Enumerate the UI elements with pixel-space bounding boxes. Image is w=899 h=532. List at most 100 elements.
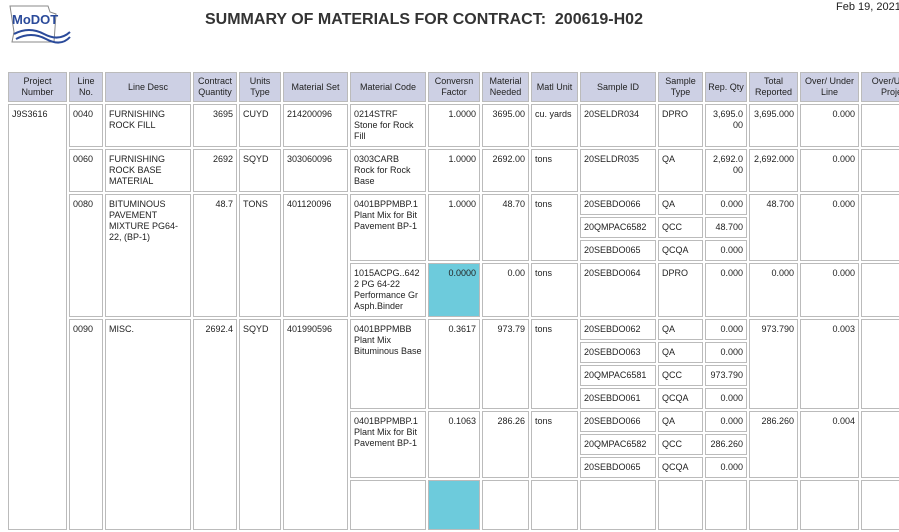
rep-qty: 0.000 bbox=[705, 263, 747, 317]
rep-qty: 3,695.000 bbox=[705, 104, 747, 147]
line-no: 0090 bbox=[69, 319, 103, 530]
rep-qty: 0.000 bbox=[705, 319, 747, 340]
material-code: 0401BPPMBP.1 Plant Mix for Bit Pavement … bbox=[350, 194, 426, 261]
units-type: CUYD bbox=[239, 104, 281, 147]
line-desc: MISC. bbox=[105, 319, 191, 530]
over-under-line: 0.000 bbox=[800, 263, 859, 317]
material-unit: cu. yards bbox=[531, 104, 578, 147]
material-code: 0401BPPMBB Plant Mix Bituminous Base bbox=[350, 319, 426, 409]
empty-cell bbox=[428, 480, 480, 530]
material-needed: 2692.00 bbox=[482, 149, 529, 192]
conversion-factor: 0.3617 bbox=[428, 319, 480, 409]
column-header: Sample ID bbox=[580, 72, 656, 102]
material-set: 401990596 bbox=[283, 319, 348, 530]
rep-qty: 48.700 bbox=[705, 217, 747, 238]
column-header: Matl Unit bbox=[531, 72, 578, 102]
material-needed: 0.00 bbox=[482, 263, 529, 317]
logo-outline bbox=[9, 5, 57, 43]
materials-table: Project Number Line No. Line Desc Contract … bbox=[6, 70, 899, 532]
table-row: 20QMPAC6582 QCC 286.260 bbox=[8, 434, 899, 455]
column-header: Over/Under Project bbox=[861, 72, 899, 102]
project-number: J9S3616 bbox=[8, 104, 67, 530]
total-reported: 3,695.000 bbox=[749, 104, 798, 147]
rep-qty: 0.000 bbox=[705, 240, 747, 261]
material-set: 303060096 bbox=[283, 149, 348, 192]
empty-cell bbox=[861, 480, 899, 530]
over-under-line: 0.003 bbox=[800, 319, 859, 409]
total-reported: 0.000 bbox=[749, 263, 798, 317]
logo: MoDOT bbox=[9, 5, 71, 44]
conversion-factor: 1.0000 bbox=[428, 104, 480, 147]
table-row: 1015ACPG..6422 PG 64-22 Performance Gr A… bbox=[8, 263, 899, 317]
sample-type: QA bbox=[658, 319, 703, 340]
line-desc: FURNISHING ROCK FILL bbox=[105, 104, 191, 147]
sample-id: 20SEBDO062 bbox=[580, 319, 656, 340]
line-no: 0080 bbox=[69, 194, 103, 317]
logo-wave bbox=[15, 34, 71, 44]
sample-type: QCQA bbox=[658, 457, 703, 478]
table-row: 0401BPPMBP.1 Plant Mix for Bit Pavement … bbox=[8, 411, 899, 478]
material-unit: tons bbox=[531, 194, 578, 261]
column-header: Sample Type bbox=[658, 72, 703, 102]
column-header: Total Reported bbox=[749, 72, 798, 102]
sample-id: 20SEBDO066 bbox=[580, 194, 656, 215]
sample-type: DPRO bbox=[658, 104, 703, 147]
sample-type: QCC bbox=[658, 365, 703, 386]
line-no: 0040 bbox=[69, 104, 103, 147]
material-code: 0401BPPMBP.1 Plant Mix for Bit Pavement … bbox=[350, 411, 426, 478]
empty-cell bbox=[658, 480, 703, 530]
conversion-factor: 1.0000 bbox=[428, 194, 480, 261]
rep-qty: 0.000 bbox=[705, 342, 747, 363]
contract-qty: 2692.4 bbox=[193, 319, 237, 530]
sample-id: 20SELDR035 bbox=[580, 149, 656, 192]
sample-id: 20SEBDO065 bbox=[580, 240, 656, 261]
sample-id: 20SEBDO064 bbox=[580, 263, 656, 317]
line-desc: BITUMINOUS PAVEMENT MIXTURE PG64-22, (BP… bbox=[105, 194, 191, 317]
sample-type: QA bbox=[658, 194, 703, 215]
logo-text: MoDOT bbox=[12, 12, 58, 27]
rep-qty: 0.000 bbox=[705, 194, 747, 215]
over-under-project: 0.00 bbox=[861, 149, 899, 192]
sample-type: QCC bbox=[658, 217, 703, 238]
material-unit: tons bbox=[531, 263, 578, 317]
sample-type: QA bbox=[658, 149, 703, 192]
sample-id: 20SEBDO066 bbox=[580, 411, 656, 432]
table-row: 0090 MISC. 2692.4 SQYD 401990596 0401BPPMBB P… bbox=[8, 319, 899, 530]
contract-qty: 48.7 bbox=[193, 194, 237, 317]
table-row: 20SEBDO065 QCQA 0.000 bbox=[8, 240, 899, 261]
header-row: Project Number Line No. Line Desc Contract … bbox=[8, 72, 899, 102]
material-code: 0214STRF Stone for Rock Fill bbox=[350, 104, 426, 147]
material-needed: 3695.00 bbox=[482, 104, 529, 147]
over-under-project: 0.00 bbox=[861, 319, 899, 409]
table-row: 20SEBDO065 QCQA 0.000 bbox=[8, 457, 899, 478]
sample-id: 20SEBDO061 bbox=[580, 388, 656, 409]
sample-id: 20QMPAC6582 bbox=[580, 434, 656, 455]
material-unit: tons bbox=[531, 149, 578, 192]
table-row: 20SEBDO063 QA 0.000 bbox=[8, 342, 899, 363]
over-under-project: 0.00 bbox=[861, 411, 899, 478]
date: Feb 19, 2021 bbox=[836, 1, 899, 13]
column-header: Line Desc bbox=[105, 72, 191, 102]
material-code: 0303CARB Rock for Rock Base bbox=[350, 149, 426, 192]
table-row: 0080 BITUMINOUS PAVEMENT MIXTURE PG64-22,… bbox=[8, 194, 899, 317]
conversion-factor: 1.0000 bbox=[428, 149, 480, 192]
table-row: J9S3616 0040 FURNISHING ROCK FILL 3695 CUYD 2… bbox=[8, 104, 899, 530]
logo-wave bbox=[13, 29, 71, 39]
column-header: Material Set bbox=[283, 72, 348, 102]
conversion-factor: 0.0000 bbox=[428, 263, 480, 317]
empty-cell bbox=[705, 480, 747, 530]
material-needed: 973.79 bbox=[482, 319, 529, 409]
table-row: 20QMPAC6582 QCC 48.700 bbox=[8, 217, 899, 238]
material-set: 401120096 bbox=[283, 194, 348, 317]
sample-type: QCC bbox=[658, 434, 703, 455]
column-header: Contract Quantity bbox=[193, 72, 237, 102]
total-reported: 48.700 bbox=[749, 194, 798, 261]
column-header: Over/ Under Line bbox=[800, 72, 859, 102]
sample-type: DPRO bbox=[658, 263, 703, 317]
empty-cell bbox=[350, 480, 426, 530]
material-needed: 286.26 bbox=[482, 411, 529, 478]
over-under-line: 0.000 bbox=[800, 104, 859, 147]
column-header: Project Number bbox=[8, 72, 67, 102]
empty-cell bbox=[580, 480, 656, 530]
rep-qty: 2,692.000 bbox=[705, 149, 747, 192]
